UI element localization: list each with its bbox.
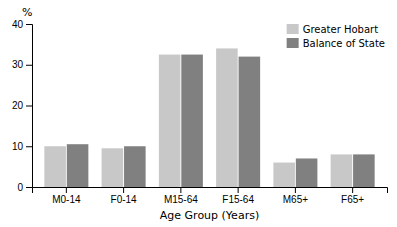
x-tick-label: M65+ <box>283 194 308 205</box>
x-tick-label: M15-64 <box>164 194 198 205</box>
legend-swatch <box>287 24 299 34</box>
bar <box>296 158 318 187</box>
bar <box>44 146 66 187</box>
bar <box>181 55 203 187</box>
chart: 0 10 20 30 40 M0-14 F0-14 M15-64 F15-64 M65+ F65+ G… <box>0 0 397 227</box>
legend-item: Greater Hobart <box>287 24 379 35</box>
x-tick-label: F65+ <box>341 194 364 205</box>
x-tick-label: M0-14 <box>52 194 81 205</box>
y-tick-label: 0 <box>17 182 23 193</box>
legend-swatch <box>287 38 299 48</box>
x-tick: M65+ <box>283 187 308 205</box>
x-tick-mark <box>180 187 181 193</box>
y-tick-label: 30 <box>12 59 24 70</box>
y-tick: 10 <box>12 141 32 152</box>
y-tick-mark <box>26 187 32 188</box>
y-tick-label: 10 <box>12 141 24 152</box>
x-tick-label: F15-64 <box>222 194 254 205</box>
bar <box>216 48 238 187</box>
x-tick-mark <box>66 187 67 193</box>
bars <box>44 48 374 187</box>
bar <box>353 154 375 187</box>
series <box>44 48 352 187</box>
series <box>67 55 375 187</box>
x-tick: F15-64 <box>222 187 254 205</box>
y-tick: 0 <box>17 182 32 193</box>
bar <box>102 148 124 187</box>
y-tick-mark <box>26 24 32 25</box>
x-axis-title: Age Group (Years) <box>160 209 259 222</box>
x-tick-label: F0-14 <box>111 194 138 205</box>
x-tick: M0-14 <box>52 187 81 205</box>
x-axis: M0-14 F0-14 M15-64 F15-64 M65+ F65+ <box>33 187 388 205</box>
legend-label: Balance of State <box>303 38 385 49</box>
x-tick: F0-14 <box>111 187 138 205</box>
x-tick-mark <box>352 187 353 193</box>
legend-item: Balance of State <box>287 38 385 49</box>
legend-label: Greater Hobart <box>303 24 379 35</box>
bar <box>159 55 181 187</box>
x-tick: M15-64 <box>164 187 198 205</box>
x-tick-mark <box>238 187 239 193</box>
legend: Greater Hobart Balance of State <box>287 24 385 49</box>
y-tick-label: 20 <box>12 100 24 111</box>
x-tick-mark <box>123 187 124 193</box>
y-tick-mark <box>26 65 32 66</box>
x-tick-mark <box>295 187 296 193</box>
y-axis: 0 10 20 30 40 <box>12 19 33 193</box>
bar <box>239 57 261 187</box>
y-axis-title: % <box>22 6 32 19</box>
bar <box>331 154 353 187</box>
x-axis-line <box>33 188 388 194</box>
x-tick: F65+ <box>341 187 364 205</box>
y-tick: 40 <box>12 19 32 30</box>
y-tick-mark <box>26 146 32 147</box>
bar <box>124 146 146 187</box>
bar <box>67 144 89 187</box>
y-tick: 30 <box>12 59 32 70</box>
y-tick-label: 40 <box>12 19 24 30</box>
y-tick-mark <box>26 106 32 107</box>
bar <box>273 163 295 187</box>
plot-area: 0 10 20 30 40 M0-14 F0-14 M15-64 F15-64 M65+ F65+ G… <box>12 19 388 205</box>
y-axis-line <box>26 25 33 188</box>
y-tick: 20 <box>12 100 32 111</box>
